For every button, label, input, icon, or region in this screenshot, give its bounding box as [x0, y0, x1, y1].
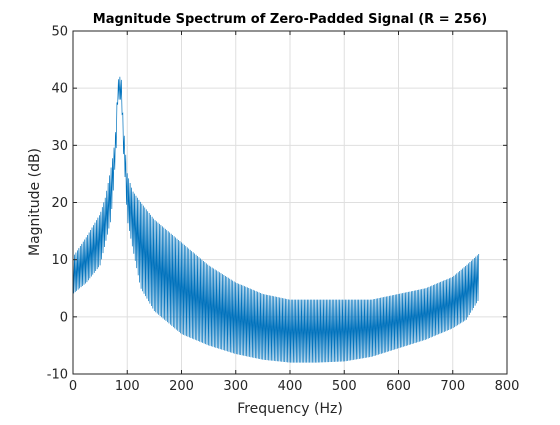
y-tick-label: 10: [51, 253, 68, 268]
chart-title: Magnitude Spectrum of Zero-Padded Signal…: [93, 12, 487, 27]
x-tick-label: 0: [69, 379, 77, 394]
x-tick-label: 100: [115, 379, 140, 394]
x-tick-label: 500: [332, 379, 357, 394]
y-tick-label: 20: [51, 196, 68, 211]
x-tick-label: 200: [169, 379, 194, 394]
y-tick-label: 0: [60, 310, 68, 325]
series-group: [72, 76, 480, 363]
spectrum-line: [72, 76, 480, 363]
x-axis-label: Frequency (Hz): [237, 401, 343, 417]
y-tick-label: 40: [51, 82, 68, 97]
y-tick-labels: -10 0 10 20 30 40 50: [47, 25, 68, 383]
y-tick-label: 50: [51, 25, 68, 40]
ticks: [72, 30, 508, 375]
x-tick-label: 700: [440, 379, 465, 394]
x-tick-labels: 0 100 200 300 400 500 600 700 800: [69, 379, 520, 394]
x-tick-label: 600: [386, 379, 411, 394]
x-tick-label: 400: [278, 379, 303, 394]
y-tick-label: 30: [51, 139, 68, 154]
x-tick-label: 300: [223, 379, 248, 394]
x-tick-label: 800: [495, 379, 520, 394]
y-tick-label: -10: [47, 368, 68, 383]
y-axis-label: Magnitude (dB): [27, 148, 43, 256]
